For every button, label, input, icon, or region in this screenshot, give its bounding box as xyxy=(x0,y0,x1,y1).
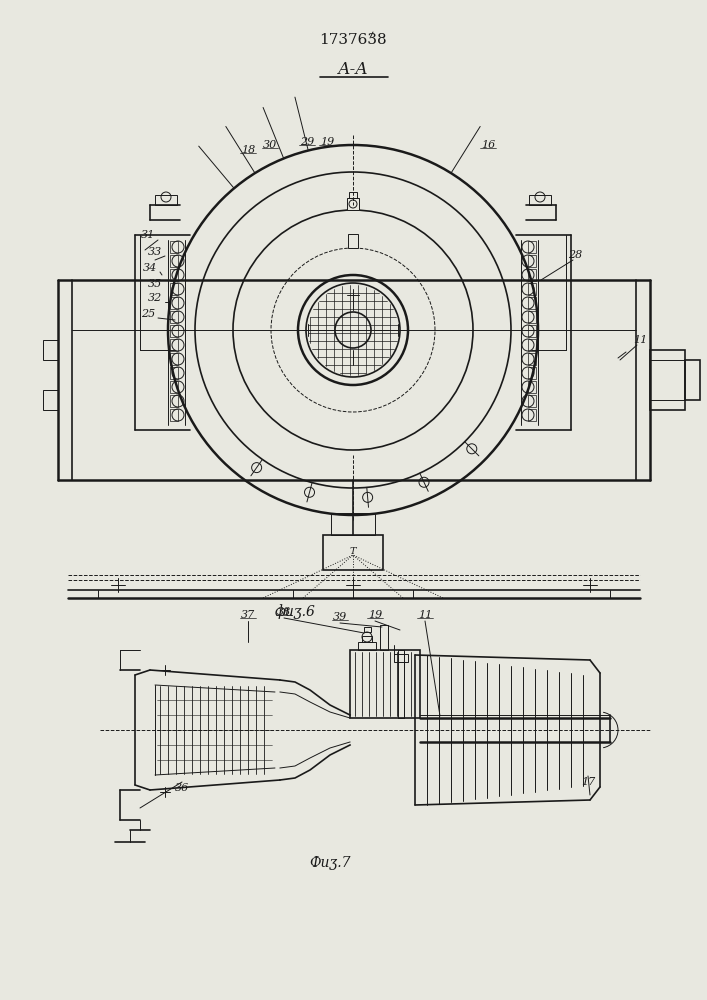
Text: 37: 37 xyxy=(241,610,255,620)
Bar xyxy=(528,353,536,365)
Text: 16: 16 xyxy=(481,140,495,150)
Bar xyxy=(398,650,404,718)
Bar xyxy=(358,642,376,650)
Text: 34: 34 xyxy=(143,263,157,273)
Bar xyxy=(155,195,177,205)
Bar xyxy=(349,192,357,198)
Bar xyxy=(528,339,536,351)
Bar xyxy=(528,311,536,323)
Bar xyxy=(528,269,536,281)
Bar xyxy=(170,381,178,393)
Text: 19: 19 xyxy=(320,137,334,147)
Bar xyxy=(331,513,375,535)
Text: 28: 28 xyxy=(568,250,582,260)
Text: 36: 36 xyxy=(175,783,189,793)
Bar xyxy=(528,367,536,379)
Bar xyxy=(170,269,178,281)
Text: 31: 31 xyxy=(141,230,155,240)
Text: 18: 18 xyxy=(241,145,255,155)
Text: 38: 38 xyxy=(277,607,291,617)
Bar xyxy=(170,311,178,323)
Bar xyxy=(528,409,536,421)
Bar xyxy=(364,627,371,632)
Bar xyxy=(528,283,536,295)
Bar xyxy=(347,198,359,210)
Bar xyxy=(348,234,358,248)
Bar xyxy=(170,339,178,351)
Text: фиʒ.6: фиʒ.6 xyxy=(274,605,315,619)
Bar xyxy=(170,325,178,337)
Text: 19: 19 xyxy=(368,610,382,620)
Text: 11: 11 xyxy=(418,610,432,620)
Bar xyxy=(43,390,58,410)
Bar xyxy=(650,350,685,410)
Bar xyxy=(380,625,388,650)
Text: 32: 32 xyxy=(148,293,162,303)
Text: 11: 11 xyxy=(633,335,647,345)
Bar xyxy=(528,241,536,253)
Bar xyxy=(170,409,178,421)
Bar xyxy=(323,535,383,570)
Bar xyxy=(685,360,700,400)
Text: 1737638: 1737638 xyxy=(319,33,387,47)
Text: 17: 17 xyxy=(581,777,595,787)
Bar xyxy=(170,367,178,379)
Text: Фиʒ.7: Фиʒ.7 xyxy=(309,856,351,870)
Bar xyxy=(170,241,178,253)
Text: 25: 25 xyxy=(141,309,155,319)
Text: 30: 30 xyxy=(263,140,277,150)
Bar xyxy=(528,255,536,267)
Text: 33: 33 xyxy=(148,247,162,257)
Bar xyxy=(362,636,372,642)
Text: 29: 29 xyxy=(300,137,314,147)
Bar xyxy=(528,395,536,407)
Bar xyxy=(170,255,178,267)
Bar xyxy=(170,297,178,309)
Bar xyxy=(350,650,420,718)
Text: T: T xyxy=(350,548,356,556)
Bar xyxy=(528,381,536,393)
Text: 39: 39 xyxy=(333,612,347,622)
Bar xyxy=(528,325,536,337)
Bar xyxy=(43,340,58,360)
Bar xyxy=(170,395,178,407)
Bar xyxy=(528,297,536,309)
Text: А-А: А-А xyxy=(337,62,368,79)
Bar xyxy=(170,283,178,295)
Bar xyxy=(529,195,551,205)
Bar xyxy=(170,353,178,365)
Bar xyxy=(394,654,408,662)
Text: 35: 35 xyxy=(148,279,162,289)
